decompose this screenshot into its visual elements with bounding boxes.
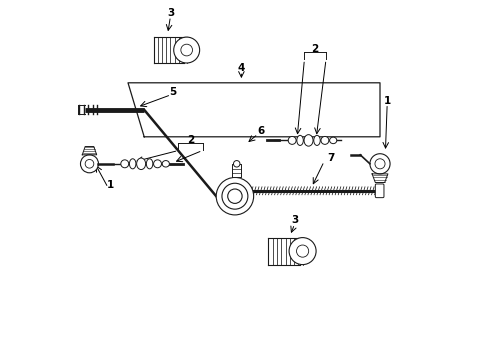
Circle shape [80, 155, 98, 173]
Circle shape [296, 245, 309, 257]
Text: 5: 5 [170, 87, 176, 97]
Text: 1: 1 [384, 96, 391, 106]
Circle shape [233, 161, 240, 167]
FancyBboxPatch shape [375, 184, 384, 198]
Polygon shape [232, 164, 241, 177]
Circle shape [222, 183, 248, 209]
Text: 1: 1 [106, 180, 114, 190]
Ellipse shape [288, 136, 296, 144]
Ellipse shape [137, 158, 146, 170]
Circle shape [228, 189, 242, 203]
Ellipse shape [147, 159, 153, 169]
Ellipse shape [153, 160, 162, 168]
Ellipse shape [321, 136, 329, 144]
Text: 6: 6 [258, 126, 265, 136]
Circle shape [85, 159, 94, 168]
Text: 2: 2 [312, 44, 319, 54]
Circle shape [181, 44, 193, 56]
Text: 4: 4 [238, 63, 245, 73]
Ellipse shape [121, 160, 129, 168]
Ellipse shape [304, 135, 313, 146]
Ellipse shape [330, 137, 337, 144]
Ellipse shape [129, 159, 136, 169]
Circle shape [370, 154, 390, 174]
Text: 2: 2 [187, 135, 194, 145]
Text: 3: 3 [167, 8, 174, 18]
Polygon shape [82, 147, 97, 155]
Ellipse shape [314, 135, 320, 145]
Ellipse shape [162, 161, 170, 167]
Polygon shape [372, 174, 388, 183]
Text: 3: 3 [291, 215, 298, 225]
Circle shape [174, 37, 199, 63]
Circle shape [375, 159, 385, 169]
Polygon shape [128, 83, 380, 137]
Circle shape [216, 177, 254, 215]
Circle shape [289, 238, 316, 265]
Text: 7: 7 [328, 153, 335, 163]
Ellipse shape [297, 135, 303, 145]
